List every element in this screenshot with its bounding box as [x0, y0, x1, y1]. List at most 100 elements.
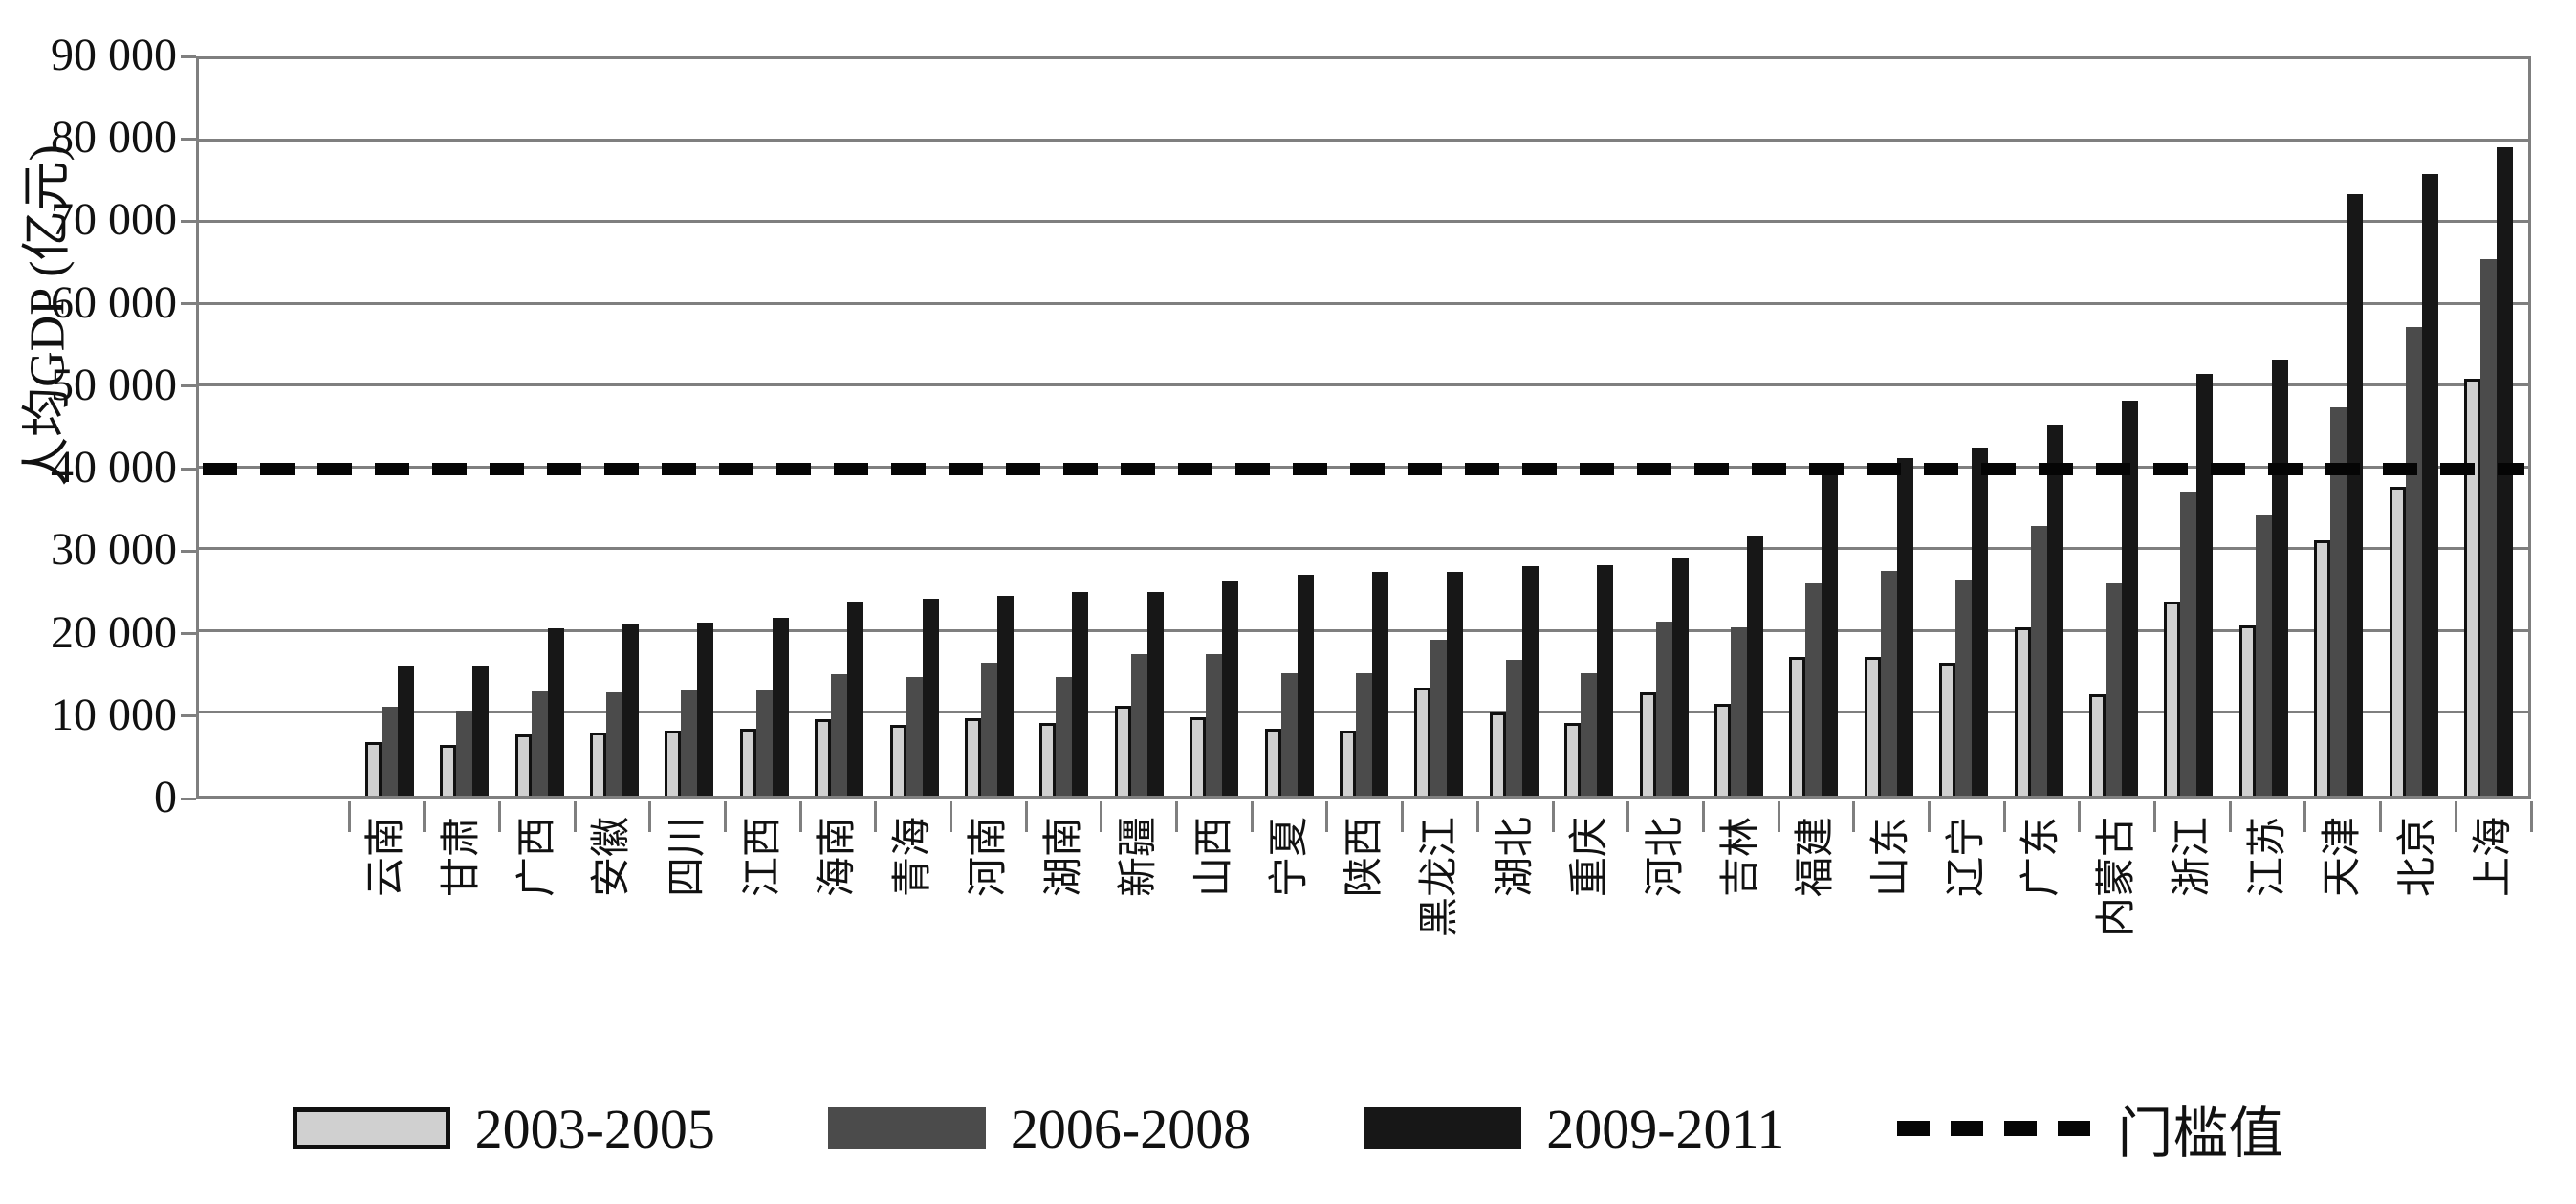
x-axis-label-cell: 浙江 — [2155, 813, 2231, 1100]
bar — [2164, 602, 2181, 796]
bar — [815, 719, 832, 796]
x-axis-label-cell: 山西 — [1177, 813, 1253, 1100]
bar — [531, 690, 548, 796]
bar — [1939, 662, 1956, 796]
x-axis-label: 陕西 — [1343, 817, 1387, 898]
x-tick — [723, 801, 727, 832]
bar — [1864, 657, 1881, 796]
x-axis-label-cell: 广西 — [499, 813, 575, 1100]
bar — [681, 690, 698, 796]
legend-item-threshold: 门槛值 — [1897, 1088, 2283, 1169]
x-tick — [1927, 801, 1931, 832]
x-tick — [573, 801, 577, 832]
x-axis-label-cell: 海南 — [800, 813, 876, 1100]
bar — [1564, 722, 1582, 796]
bar — [2030, 525, 2047, 796]
legend-item-2003-2005: 2003-2005 — [292, 1097, 715, 1161]
x-axis-label: 吉林 — [1718, 817, 1763, 898]
x-axis-label: 海南 — [816, 817, 861, 898]
y-tick-label: 90 000 — [51, 30, 177, 80]
x-axis-label-cell: 黑龙江 — [1403, 813, 1478, 1100]
bar — [622, 624, 639, 796]
y-tick-label: 10 000 — [51, 689, 177, 740]
bar — [1297, 575, 1314, 796]
y-tick — [181, 467, 196, 471]
bar — [2196, 373, 2214, 796]
legend-item-2009-2011: 2009-2011 — [1364, 1097, 1784, 1161]
bar — [1489, 711, 1506, 796]
x-axis-label-cell: 云南 — [349, 813, 425, 1100]
x-axis-label: 江苏 — [2245, 817, 2290, 898]
bar — [2389, 486, 2406, 796]
x-axis-label-cell: 湖南 — [1026, 813, 1102, 1100]
bar-group-陕西 — [1326, 59, 1401, 796]
bar — [440, 744, 457, 796]
legend-item-2006-2008: 2006-2008 — [827, 1097, 1251, 1161]
threshold-dashed-line — [203, 462, 2524, 475]
legend-label-2009-2011: 2009-2011 — [1546, 1097, 1785, 1160]
bar — [1955, 580, 1973, 796]
x-axis-label-cell: 上海 — [2456, 813, 2531, 1100]
x-axis-label-cell: 重庆 — [1553, 813, 1628, 1100]
bar — [514, 733, 532, 796]
x-axis-label: 重庆 — [1568, 817, 1613, 898]
gridline — [199, 138, 2528, 142]
bar — [1822, 469, 1839, 796]
bar-group-山东 — [1851, 59, 1926, 796]
bar — [2330, 407, 2347, 796]
x-axis-label-cell: 四川 — [650, 813, 726, 1100]
legend-label-threshold: 门槛值 — [2117, 1103, 2284, 1165]
x-tick — [1626, 801, 1630, 832]
bar — [1114, 705, 1131, 796]
x-axis-label: 河南 — [966, 817, 1011, 898]
x-axis-label-cell: 陕西 — [1327, 813, 1403, 1100]
y-tick-label: 70 000 — [51, 194, 177, 246]
x-tick — [874, 801, 878, 832]
x-tick — [950, 801, 953, 832]
x-tick — [347, 801, 351, 832]
x-tick — [1100, 801, 1103, 832]
bar — [1597, 564, 1614, 796]
x-tick — [798, 801, 802, 832]
bar — [906, 676, 923, 796]
x-axis-label: 浙江 — [2170, 817, 2215, 898]
bar — [2014, 626, 2031, 796]
x-axis-label: 新疆 — [1117, 817, 1162, 898]
bar — [397, 665, 414, 796]
y-tick-label: 20 000 — [51, 606, 177, 658]
legend-swatch-2006-2008 — [827, 1107, 986, 1149]
x-axis-label: 青海 — [891, 817, 936, 898]
bar — [2405, 326, 2422, 796]
x-axis-label: 宁夏 — [1267, 817, 1312, 898]
bar — [1190, 716, 1207, 796]
y-tick — [181, 384, 196, 388]
x-tick — [423, 801, 426, 832]
x-axis-label: 山西 — [1191, 817, 1236, 898]
bar — [1747, 535, 1764, 796]
x-axis-label: 安徽 — [590, 817, 635, 898]
x-axis-label-cell: 江苏 — [2230, 813, 2305, 1100]
bar-group-宁夏 — [1252, 59, 1326, 796]
legend-swatch-2009-2011 — [1364, 1107, 1522, 1149]
bar — [1972, 448, 1989, 796]
bar-group-山西 — [1176, 59, 1251, 796]
bar — [889, 724, 906, 796]
bar-group-甘肃 — [426, 59, 501, 796]
bar — [1355, 672, 1372, 796]
bar — [2271, 360, 2288, 796]
x-axis-label-cell: 山东 — [1854, 813, 1930, 1100]
bar — [1639, 692, 1656, 796]
y-tick-label: 0 — [154, 772, 177, 822]
bar — [831, 673, 848, 796]
y-tick-label: 80 000 — [51, 112, 177, 164]
bar — [772, 618, 789, 796]
x-tick — [1852, 801, 1856, 832]
x-axis-label: 黑龙江 — [1417, 817, 1462, 938]
bar — [1264, 728, 1281, 796]
bar — [2180, 491, 2197, 796]
y-tick — [181, 302, 196, 306]
x-tick — [2303, 801, 2307, 832]
x-axis-label-cell: 福建 — [1779, 813, 1854, 1100]
bar — [980, 663, 997, 796]
